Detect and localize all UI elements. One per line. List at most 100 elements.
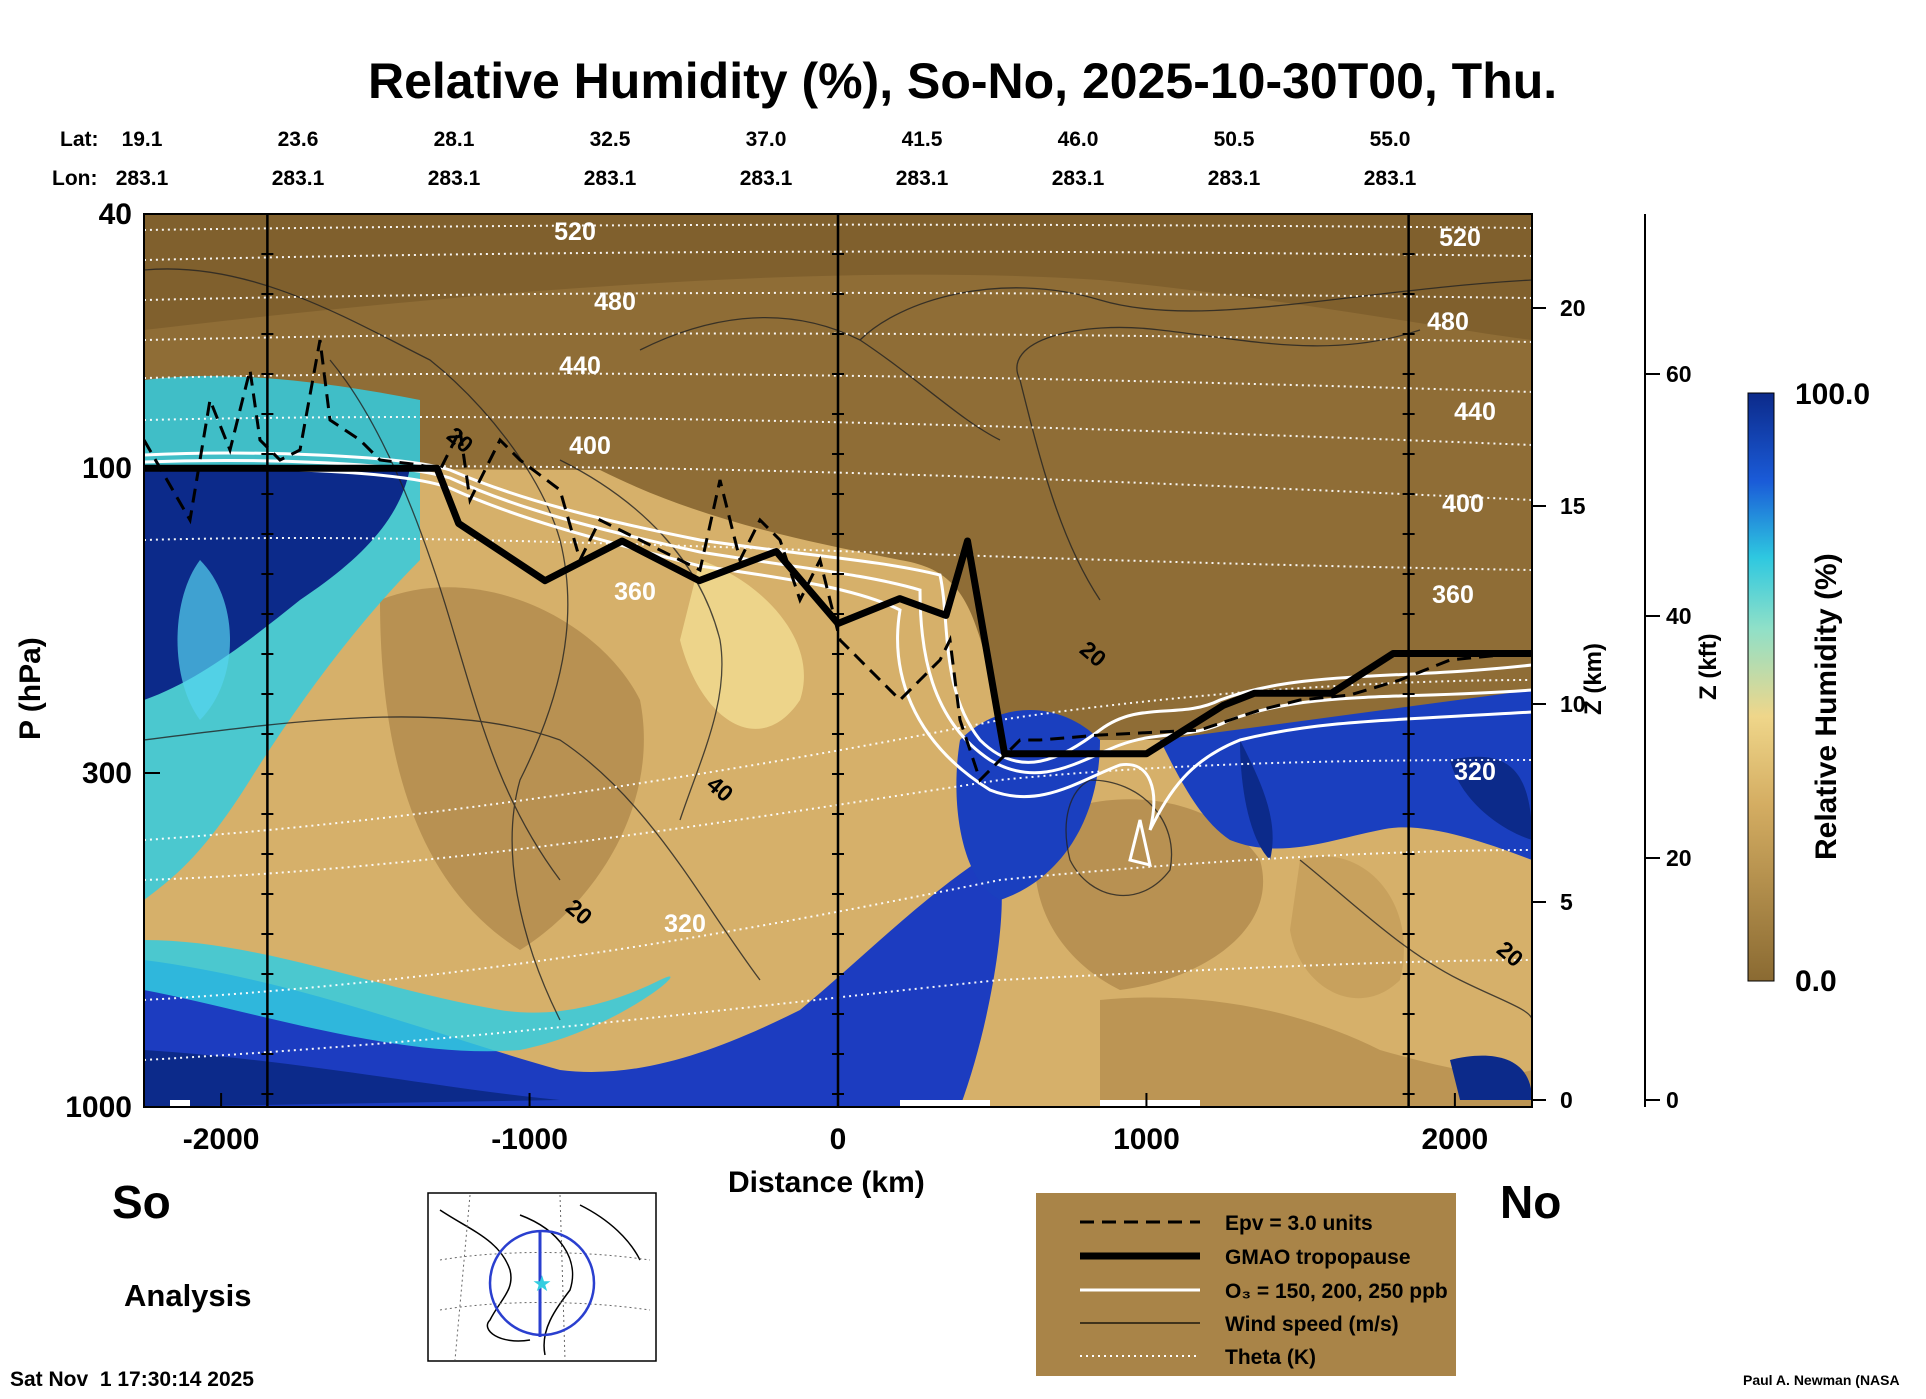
surface-markers: [170, 1100, 1200, 1107]
wind-contour: [1299, 859, 1532, 1021]
upper-dry-field: [144, 214, 1532, 340]
legend-label: Wind speed (m/s): [1225, 1313, 1399, 1336]
theta-contour: [144, 959, 1532, 1061]
lon-value: 283.1: [428, 167, 481, 190]
lat-value: 37.0: [746, 128, 787, 151]
lat-value: 50.5: [1214, 128, 1255, 151]
theta-contour: [144, 291, 1532, 301]
theta-contour: [144, 250, 1532, 261]
wind-contour: [1016, 326, 1421, 601]
z-km-tick-label: 0: [1560, 1087, 1573, 1113]
humid-streak-west: [177, 560, 230, 720]
lon-value: 283.1: [116, 167, 169, 190]
theta-contour-label: 520: [554, 218, 596, 246]
y-axis-label: P (hPa): [14, 637, 47, 740]
wind-contour: [144, 268, 569, 1021]
z-kft-tick-label: 20: [1666, 845, 1692, 871]
plot-area: [144, 214, 1532, 1107]
y-tick-label: 1000: [65, 1091, 132, 1124]
x-tick-label: 1000: [1113, 1123, 1180, 1156]
legend: Epv = 3.0 units GMAO tropopause O₃ = 150…: [1036, 1193, 1456, 1376]
theta-contour: [144, 849, 1532, 1001]
colorbar-label: Relative Humidity (%): [1810, 553, 1843, 860]
z-km-tick-label: 5: [1560, 889, 1573, 915]
theta-contour-label: 440: [559, 352, 601, 380]
theta-contour-label: 360: [1432, 581, 1474, 609]
credit: Paul A. Newman (NASA: [1743, 1372, 1900, 1388]
locator-map-center-star-icon: ★: [532, 1271, 552, 1296]
lon-value: 283.1: [1208, 167, 1261, 190]
dry-boundary-east: [1100, 997, 1532, 1107]
colorbar-min-label: 0.0: [1795, 965, 1837, 998]
y-tick-label: 300: [82, 757, 132, 790]
lat-value: 19.1: [122, 128, 163, 151]
boundary-layer-edge: [144, 940, 671, 1052]
boundary-layer-saturated: [144, 1050, 560, 1107]
z-kft-tick-label: 0: [1666, 1087, 1679, 1113]
lon-value: 283.1: [1052, 167, 1105, 190]
surface-marker: [1100, 1100, 1200, 1107]
theta-contour: [144, 332, 1532, 343]
theta-contour-label: 360: [614, 578, 656, 606]
saturated-region-east: [1450, 756, 1532, 840]
lat-value: 41.5: [902, 128, 943, 151]
legend-label: O₃ = 150, 200, 250 ppb: [1225, 1280, 1448, 1303]
theta-contour-label: 440: [1454, 398, 1496, 426]
wind-contour: [559, 459, 723, 821]
z-km-axis-label: Z (km): [1580, 643, 1607, 715]
theta-contour: [144, 536, 1532, 571]
wind-contour: [859, 279, 1532, 341]
lat-value: 46.0: [1058, 128, 1099, 151]
legend-label: Epv = 3.0 units: [1225, 1212, 1373, 1235]
theta-contour-label: 400: [1442, 490, 1484, 518]
x-axis-label: Distance (km): [728, 1166, 925, 1199]
x-tick-label: -1000: [491, 1123, 568, 1156]
locator-map: ★: [427, 1192, 657, 1362]
dry-patch-3: [1290, 856, 1404, 999]
theta-contour-label: 480: [1427, 308, 1469, 336]
gmao-tropopause-line: [144, 464, 1532, 758]
wind-contour: [329, 359, 561, 881]
saturated-surface-east: [1450, 1055, 1532, 1100]
theta-contour: [144, 416, 1532, 446]
dry-patch-1: [380, 587, 644, 950]
z-kft-axis-label: Z (kft): [1695, 633, 1722, 700]
saturated-streak-east: [1240, 740, 1273, 860]
lon-value: 283.1: [272, 167, 325, 190]
humid-region-center: [956, 710, 1100, 900]
ozone-contour: [144, 451, 1532, 764]
lat-header: Lat:: [60, 128, 99, 151]
lon-value: 283.1: [1364, 167, 1417, 190]
lat-value: 23.6: [278, 128, 319, 151]
epv-contour: [144, 339, 1532, 783]
surface-marker: [170, 1100, 190, 1107]
timestamp: Sat Nov 1 17:30:14 2025: [10, 1368, 254, 1391]
wind-contour: [144, 716, 761, 981]
legend-label: Theta (K): [1225, 1346, 1316, 1369]
theta-contour-label: 400: [569, 432, 611, 460]
theta-contour: [144, 223, 1532, 231]
z-km-tick-label: 10: [1560, 691, 1586, 717]
theta-contour-label: 320: [664, 910, 706, 938]
wind-contour: [1065, 779, 1173, 897]
legend-label: GMAO tropopause: [1225, 1246, 1411, 1269]
theta-contour: [144, 372, 1532, 393]
theta-contour-label: 480: [594, 288, 636, 316]
z-km-tick-label: 15: [1560, 493, 1586, 519]
analysis-label: Analysis: [124, 1278, 252, 1313]
wind-contours: [144, 268, 1532, 1021]
theta-contour-label: 320: [1454, 758, 1496, 786]
y-tick-label: 40: [99, 198, 132, 231]
z-kft-tick-label: 60: [1666, 361, 1692, 387]
ozone-contour: [1128, 819, 1152, 868]
lon-value: 283.1: [740, 167, 793, 190]
x-tick-label: 0: [830, 1123, 847, 1156]
lon-value: 283.1: [584, 167, 637, 190]
surface-marker: [900, 1100, 990, 1107]
theta-contours: [144, 223, 1532, 1061]
south-label: So: [112, 1176, 171, 1228]
colorbar-max-label: 100.0: [1795, 378, 1871, 411]
dry-patch-2: [1034, 799, 1264, 990]
